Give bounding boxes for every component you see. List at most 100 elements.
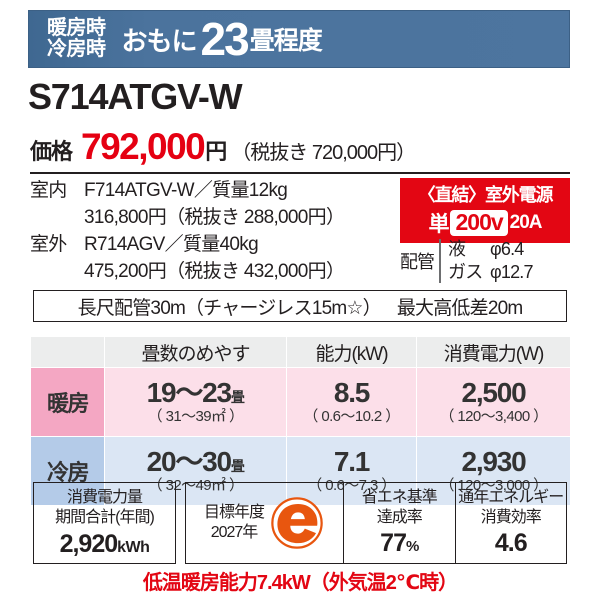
piping-gas-value: φ12.7 bbox=[490, 261, 534, 282]
cooling-capacity-sub: （ 0.6〜7.3 ） bbox=[307, 476, 396, 494]
cooling-tatami-main: 20〜30 bbox=[146, 445, 233, 477]
table-row-cooling: 冷房 20〜30畳 （ 32〜49㎡ ） 7.1 （ 0.6〜7.3 ） 2,9… bbox=[30, 436, 571, 506]
mode-heating-label: 暖房時 bbox=[47, 17, 106, 40]
power-voltage: 200v bbox=[450, 209, 508, 236]
outdoor-unit-tag: 室外 bbox=[30, 233, 67, 255]
cooling-tatami-main-wrap: 20〜30畳 bbox=[105, 445, 286, 477]
cooling-capacity-main: 7.1 bbox=[333, 445, 371, 477]
cooling-capacity-cell: 7.1 （ 0.6〜7.3 ） bbox=[286, 436, 417, 506]
heating-tatami-unit: 畳 bbox=[230, 388, 245, 405]
cooling-power-sub: （ 120〜3,000 ） bbox=[439, 476, 548, 494]
heating-capacity-sub: （ 0.6〜10.2 ） bbox=[303, 407, 400, 425]
indoor-unit-model-weight: F714ATGV-W／質量12kg bbox=[84, 180, 288, 201]
cooling-tatami-cell: 20〜30畳 （ 32〜49㎡ ） bbox=[104, 436, 287, 506]
table-row-heating: 暖房 19〜23畳 （ 31〜39㎡ ） 8.5 （ 0.6〜10.2 ） 2,… bbox=[30, 367, 571, 437]
price-divider bbox=[30, 172, 570, 174]
achievement-rate-cell: 省エネ基準 達成率 77% bbox=[344, 483, 456, 563]
table-header-capacity: 能力(kW) bbox=[286, 336, 417, 368]
target-year-line2: 2027年 bbox=[210, 524, 259, 541]
row-label-cooling: 冷房 bbox=[30, 436, 105, 506]
cooling-tatami-unit: 畳 bbox=[230, 457, 245, 474]
heating-capacity-main: 8.5 bbox=[333, 376, 371, 408]
apf-value: 4.6 bbox=[494, 529, 528, 557]
heating-tatami-sub: （ 31〜39㎡ ） bbox=[147, 407, 244, 425]
piping-row-liquid: 液 φ6.4 bbox=[448, 238, 533, 261]
long-pipe-info-bar: 長尺配管30m（チャージレス15m☆） 最大高低差20m bbox=[33, 290, 567, 322]
energy-efficiency-panel: 目標年度 2027年 省エネ基準 達成率 77% 通年エネルギー 消費効率 4.… bbox=[185, 482, 567, 564]
annual-consumption-value: 2,920 bbox=[59, 529, 119, 558]
piping-values: 液 φ6.4 ガス φ12.7 bbox=[448, 238, 534, 284]
apf-title-line2: 消費効率 bbox=[480, 509, 542, 526]
achievement-rate-title-line2: 達成率 bbox=[376, 509, 423, 526]
table-header-tatami: 畳数のめやす bbox=[104, 336, 287, 368]
mode-cooling-label: 冷房時 bbox=[47, 38, 106, 60]
long-pipe-length: 長尺配管30m（チャージレス15m☆） bbox=[77, 297, 382, 319]
power-supply-spec: 単 200v 20A bbox=[401, 208, 569, 238]
row-label-heating: 暖房 bbox=[30, 367, 105, 437]
apf-title-line1: 通年エネルギー bbox=[458, 489, 564, 506]
heating-tatami-main-wrap: 19〜23畳 bbox=[105, 376, 286, 408]
power-supply-title: 〈直結〉室外電源 bbox=[417, 185, 554, 205]
outdoor-unit-price: 475,200円（税抜き 432,000円） bbox=[84, 260, 345, 282]
heating-capacity-cell: 8.5 （ 0.6〜10.2 ） bbox=[286, 367, 417, 437]
heating-power-main: 2,500 bbox=[461, 376, 526, 408]
energy-saving-e-logo-icon bbox=[271, 497, 323, 549]
price-row: 価格 792,000 円 （税抜き 720,000円） bbox=[30, 126, 570, 168]
unit-details: 室内 F714ATGV-W／質量12kg 316,800円（税抜き 288,00… bbox=[30, 178, 390, 286]
outdoor-unit-line: 室外 R714AGV／質量40kg bbox=[30, 232, 390, 259]
table-header-blank bbox=[30, 336, 105, 368]
omoni-label: おもに bbox=[121, 25, 198, 56]
cooling-power-cell: 2,930 （ 120〜3,000 ） bbox=[416, 436, 571, 506]
indoor-unit-line: 室内 F714ATGV-W／質量12kg bbox=[30, 178, 390, 205]
price-yen-unit: 円 bbox=[205, 139, 227, 164]
piping-liquid-label: 液 bbox=[448, 239, 466, 259]
indoor-unit-price: 316,800円（税抜き 288,000円） bbox=[84, 206, 345, 228]
price-amount: 792,000 bbox=[81, 126, 206, 167]
model-number: S714ATGV-W bbox=[28, 76, 243, 117]
max-height-difference: 最大高低差20m bbox=[396, 297, 523, 319]
specification-table: 畳数のめやす 能力(kW) 消費電力(W) 暖房 19〜23畳 （ 31〜39㎡… bbox=[30, 336, 571, 506]
room-size-header-bar: 暖房時 冷房時 おもに 23 畳程度 bbox=[28, 10, 570, 68]
price-label: 価格 bbox=[30, 139, 73, 164]
annual-consumption-value-wrap: 2,920kWh bbox=[60, 530, 150, 559]
tatami-suffix-label: 畳程度 bbox=[249, 27, 323, 55]
apf-cell: 通年エネルギー 消費効率 4.6 bbox=[456, 483, 567, 563]
apf-title: 通年エネルギー 消費効率 bbox=[458, 488, 564, 528]
cooling-tatami-sub: （ 32〜49㎡ ） bbox=[147, 476, 244, 494]
annual-consumption-title-line2: 期間合計(年間) bbox=[55, 508, 155, 526]
target-year-line1: 目標年度 bbox=[203, 504, 265, 521]
piping-divider bbox=[439, 238, 441, 283]
piping-label: 配管 bbox=[400, 251, 435, 272]
annual-consumption-unit: kWh bbox=[117, 538, 150, 556]
tatami-number: 23 bbox=[200, 13, 250, 65]
outdoor-unit-model-weight: R714AGV／質量40kg bbox=[84, 233, 259, 255]
achievement-rate-value-wrap: 77% bbox=[380, 529, 419, 558]
piping-row-gas: ガス φ12.7 bbox=[448, 261, 534, 284]
target-year-cell: 目標年度 2027年 bbox=[186, 483, 344, 563]
table-header-power: 消費電力(W) bbox=[416, 336, 571, 368]
target-year-text: 目標年度 2027年 bbox=[203, 503, 265, 543]
indoor-unit-tag: 室内 bbox=[30, 180, 67, 201]
achievement-rate-value: 77 bbox=[380, 529, 407, 557]
heating-tatami-main: 19〜23 bbox=[146, 376, 233, 408]
piping-liquid-value: φ6.4 bbox=[490, 239, 524, 259]
annual-consumption-title: 消費電力量 期間合計(年間) bbox=[55, 488, 155, 528]
heating-tatami-cell: 19〜23畳 （ 31〜39㎡ ） bbox=[104, 367, 287, 437]
low-temp-heating-note: 低温暖房能力7.4kW（外気温2℃時） bbox=[142, 572, 458, 594]
annual-consumption-box: 消費電力量 期間合計(年間) 2,920kWh bbox=[33, 482, 176, 564]
table-header-row: 畳数のめやす 能力(kW) 消費電力(W) bbox=[30, 336, 571, 368]
annual-consumption-title-line1: 消費電力量 bbox=[66, 488, 143, 506]
cooling-power-main: 2,930 bbox=[461, 445, 526, 477]
piping-section: 配管 液 φ6.4 ガス φ12.7 bbox=[400, 238, 572, 283]
power-amperage: 20A bbox=[509, 212, 543, 233]
power-supply-box: 〈直結〉室外電源 単 200v 20A bbox=[400, 178, 570, 243]
heating-power-cell: 2,500 （ 120〜3,400 ） bbox=[416, 367, 571, 437]
piping-gas-label: ガス bbox=[448, 261, 483, 282]
achievement-rate-title: 省エネ基準 達成率 bbox=[361, 488, 438, 528]
achievement-rate-unit: % bbox=[405, 538, 419, 555]
achievement-rate-title-line1: 省エネ基準 bbox=[361, 489, 438, 506]
operating-modes: 暖房時 冷房時 bbox=[47, 18, 106, 59]
price-tax-excluded: （税抜き 720,000円） bbox=[231, 142, 416, 164]
heating-power-sub: （ 120〜3,400 ） bbox=[439, 407, 548, 425]
